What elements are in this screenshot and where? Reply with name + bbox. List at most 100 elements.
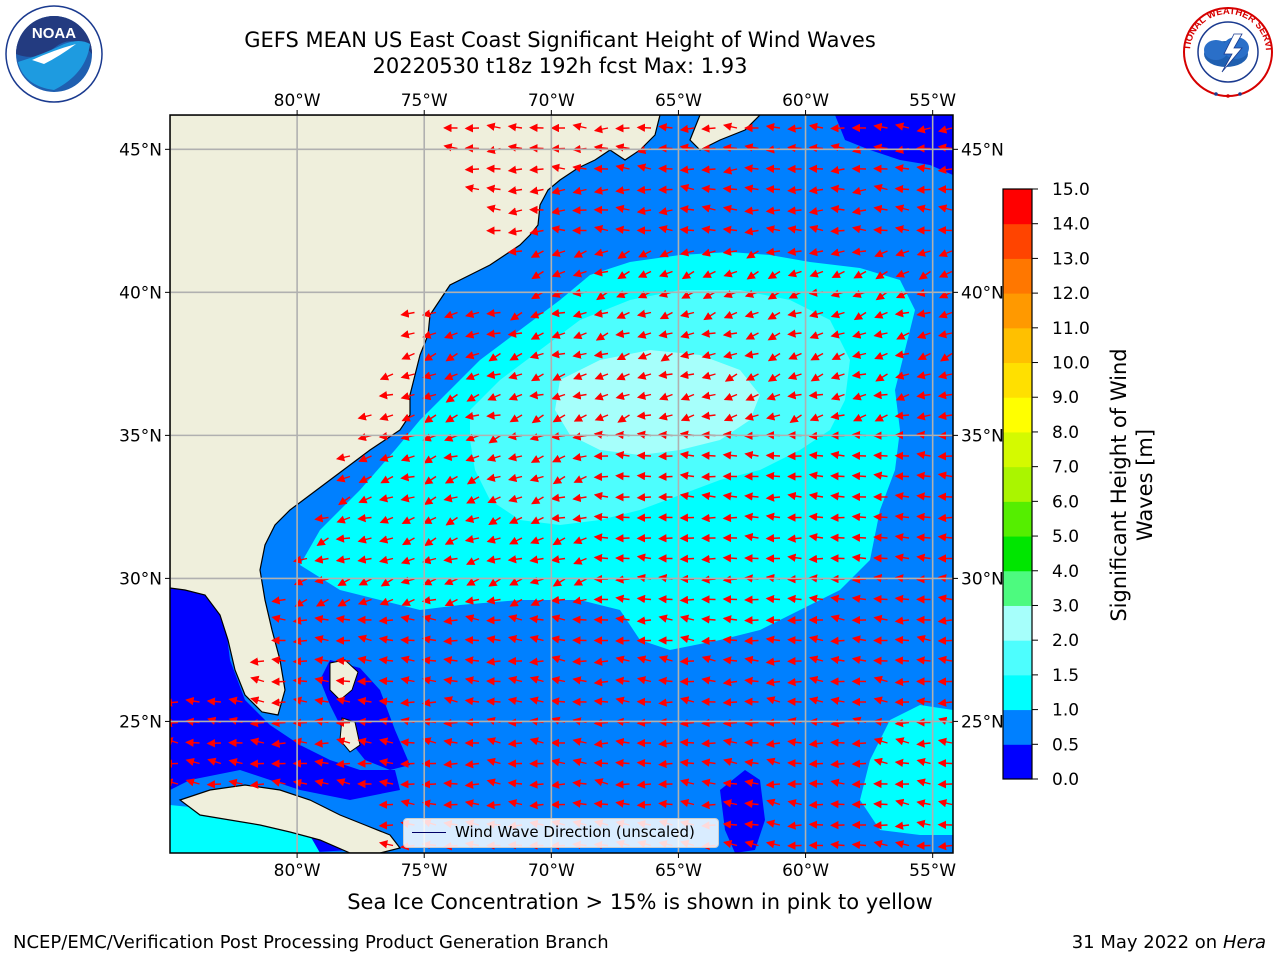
wave-arrow (443, 143, 458, 152)
wave-arrow (894, 512, 910, 522)
wave-arrow (185, 696, 200, 706)
wave-arrow (314, 696, 329, 706)
wave-arrow (765, 819, 781, 828)
wave-arrow (615, 186, 630, 195)
colorbar-segment (1003, 605, 1032, 641)
wave-arrow (443, 718, 458, 728)
wave-arrow (723, 839, 738, 849)
wave-arrow (894, 616, 910, 625)
wave-arrow (465, 514, 480, 524)
wave-arrow (679, 758, 695, 768)
wave-arrow (638, 249, 652, 258)
wave-arrow (358, 495, 372, 504)
wave-arrow (572, 269, 587, 278)
wave-arrow (789, 414, 802, 423)
wave-arrow (488, 352, 501, 362)
wave-arrow (572, 186, 587, 195)
lat-tick-label-left: 35°N (119, 426, 162, 446)
wave-arrow (401, 516, 415, 524)
wave-arrow (550, 635, 566, 644)
wave-arrow (830, 472, 845, 481)
wave-arrow (679, 738, 695, 747)
wave-arrow (873, 614, 888, 624)
wave-arrow (314, 555, 329, 564)
wave-arrow (445, 352, 458, 362)
wave-arrow (636, 123, 652, 132)
wave-arrow (744, 512, 759, 522)
wave-arrow (766, 412, 781, 421)
legend-label: Wind Wave Direction (unscaled) (455, 823, 695, 841)
colorbar-segment (1003, 501, 1032, 537)
wave-arrow (916, 533, 931, 542)
wave-arrow (314, 614, 329, 624)
wave-arrow (722, 451, 738, 460)
wave-arrow (808, 820, 824, 829)
wave-arrow (185, 757, 200, 767)
wave-arrow (531, 270, 544, 280)
wave-arrow (723, 350, 738, 360)
wave-arrow (466, 475, 480, 485)
wave-arrow (809, 675, 824, 685)
wave-arrow (464, 799, 480, 808)
wave-arrow (464, 535, 480, 544)
wave-arrow (787, 534, 802, 543)
colorbar-tick-label: 6.0 (1052, 492, 1079, 512)
wave-arrow (808, 594, 824, 603)
wave-arrow (637, 163, 652, 172)
wave-arrow (508, 516, 523, 524)
wave-arrow (787, 247, 802, 256)
wave-arrow (658, 269, 673, 278)
wave-arrow (636, 206, 652, 216)
wave-arrow (464, 635, 480, 645)
wave-arrow (422, 433, 437, 442)
wave-arrow (507, 779, 523, 788)
wave-arrow (400, 759, 415, 768)
wave-arrow (679, 595, 695, 605)
wave-arrow (787, 371, 802, 380)
wave-arrow (679, 225, 695, 235)
wave-arrow (572, 657, 587, 666)
wave-arrow (551, 655, 566, 664)
wave-arrow (615, 163, 630, 172)
wave-arrow (445, 414, 458, 423)
lon-tick-label-bottom: 60°W (782, 861, 829, 881)
colorbar-tick-label: 1.5 (1052, 666, 1079, 686)
wave-arrow (851, 594, 867, 603)
wave-arrow (443, 331, 458, 340)
wave-arrow (507, 123, 523, 132)
wave-arrow (744, 310, 759, 319)
wave-arrow (873, 451, 888, 460)
credit-organization: NCEP/EMC/Verification Post Processing Pr… (13, 932, 609, 953)
lon-tick-label-top: 80°W (274, 91, 321, 111)
wave-arrow (615, 204, 630, 213)
wave-arrow (400, 738, 415, 747)
colorbar-segment (1003, 744, 1032, 780)
wave-arrow (722, 553, 738, 563)
wave-arrow (787, 143, 802, 153)
nws-logo: NATIONAL WEATHER SERVICE (1176, 4, 1274, 98)
wave-arrow (400, 392, 415, 401)
wave-arrow (894, 225, 910, 234)
wave-arrow (550, 758, 566, 767)
colorbar-tick-label: 0.0 (1052, 770, 1079, 790)
wave-arrow (636, 553, 652, 562)
wave-arrow (937, 226, 953, 235)
wave-arrow (378, 821, 394, 830)
wave-arrow (744, 616, 759, 625)
wave-arrow (636, 616, 652, 625)
wave-arrow (423, 516, 437, 524)
wave-arrow (443, 636, 458, 646)
wave-arrow (401, 413, 415, 422)
wave-arrow (615, 655, 630, 664)
wave-arrow (658, 698, 673, 707)
wave-arrow (765, 471, 781, 481)
wave-arrow (529, 675, 544, 684)
wave-arrow (894, 758, 910, 768)
wave-arrow (444, 433, 458, 442)
wave-arrow (808, 247, 824, 257)
wave-arrow (658, 676, 673, 686)
wave-arrow (808, 533, 824, 542)
wave-arrow (530, 536, 544, 545)
wave-arrow (422, 737, 437, 746)
wave-arrow (852, 330, 867, 339)
